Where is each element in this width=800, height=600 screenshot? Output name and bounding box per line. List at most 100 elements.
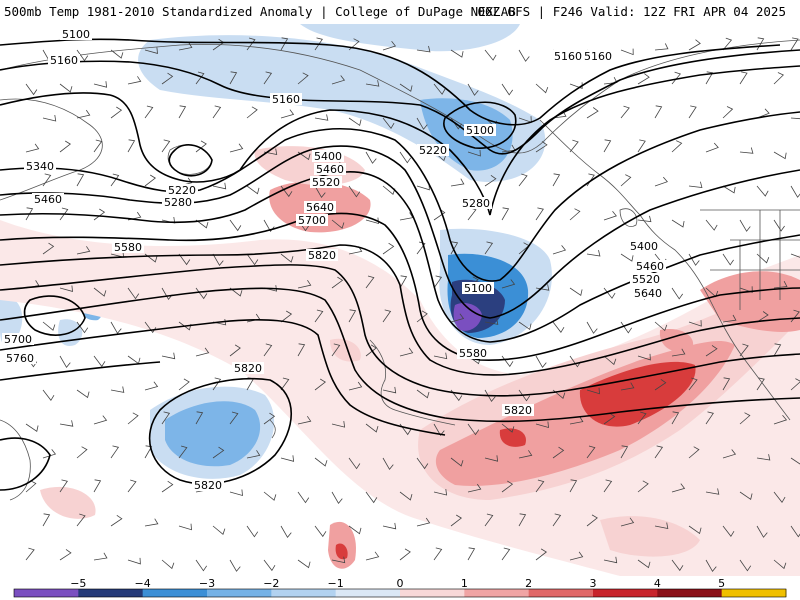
contour-label: 5340 [26,160,54,173]
wind-barb [671,71,681,85]
wind-barb [467,423,480,436]
contour-label-bg [582,50,614,62]
wind-barb [535,355,547,369]
wind-barb [790,185,800,198]
wind-barb [331,491,343,505]
wind-barb [620,174,632,187]
wind-barb [722,106,734,119]
wind-barb [501,83,514,96]
contour-label: 5760 [6,352,34,365]
wind-barb [688,320,702,327]
contour-label: 5400 [630,240,658,253]
weather-map[interactable]: 5100 5160 5100 5160 5160 5340 5220 5280 5460 5580… [0,24,800,576]
wind-barb [790,378,800,391]
wind-barb [739,412,751,425]
wind-barb [144,381,159,391]
contour-label: 5520 [632,273,660,286]
wind-barb [671,559,684,572]
contour-label: 5160 [272,93,300,106]
wind-barb [739,491,753,500]
wind-barb [382,41,397,51]
contour-label-bg [310,176,342,188]
wind-barb [450,514,463,527]
wind-barb [671,140,683,153]
wind-barb [59,420,74,427]
wind-barb [229,344,241,357]
wind-barb [93,139,103,153]
wind-barb [569,139,579,153]
wind-barb [501,423,515,433]
wind-barb [263,412,276,425]
wind-barb [365,275,375,289]
wind-barb [195,140,207,153]
colorbar-swatch [657,589,723,597]
colorbar-tick-label: −4 [134,577,151,590]
wind-barb [535,479,545,493]
wind-barb [416,517,431,527]
colorbar-tick-label: 5 [718,577,726,590]
wind-barb [637,215,652,223]
wind-barb [263,71,273,85]
wind-barb [25,480,37,493]
wind-barb [484,241,494,255]
wind-barb [331,219,345,229]
wind-barb [637,559,651,569]
contour-label: 5520 [312,176,340,189]
wind-barb [773,415,788,425]
wind-barb [671,348,686,357]
wind-barb [433,489,448,496]
wind-barb [365,217,379,225]
wind-barb [467,483,482,493]
wind-barb [654,522,669,530]
wind-barb [688,377,698,391]
wind-barb [195,559,208,572]
wind-barb [756,311,769,323]
contour-label-bg [502,404,534,416]
wind-barb [127,412,139,425]
warm-anomaly-shading [0,146,800,576]
contour-label-bg [462,282,494,294]
wind-barb [382,457,394,471]
wind-barb [25,423,39,432]
wind-barb [586,321,598,334]
contour-label-bg [60,28,92,40]
wind-barb [348,117,362,127]
wind-barb [569,208,581,221]
wind-barb [705,219,718,231]
contour-label-bg [628,240,660,252]
wind-barb [603,479,613,493]
contour-label-bg [162,196,194,208]
wind-barb [42,173,52,187]
contour-label: 5280 [462,197,490,210]
wind-barb [229,489,243,497]
wind-barb [586,107,599,119]
wind-barb [620,48,634,56]
wind-barb [59,549,72,561]
wind-barb [365,151,377,164]
contour-label-bg [270,93,302,105]
wind-barb [722,525,735,538]
wind-barb [773,559,787,570]
wind-barb [263,219,275,233]
wind-barb [501,480,514,493]
wind-barb [586,514,598,527]
contour-label: 5400 [314,150,342,163]
wind-barb [280,377,290,391]
wind-barb [263,559,276,572]
contour-label-bg [634,260,666,272]
wind-barb [178,253,191,266]
contour-label-bg [296,214,328,226]
contour-label-bg [417,144,449,156]
colorbar-swatch [721,589,787,597]
colorbar-tick-label: −1 [327,577,344,590]
wind-barb [348,457,361,470]
wind-barb [552,245,567,255]
wind-barb [93,355,106,368]
contour-label-bg [312,150,344,162]
wind-barb [484,513,494,527]
wind-barb [144,174,157,187]
wind-barb [671,411,680,425]
wind-barb [314,309,324,323]
wind-barb [620,105,630,119]
wind-barb [229,559,241,572]
